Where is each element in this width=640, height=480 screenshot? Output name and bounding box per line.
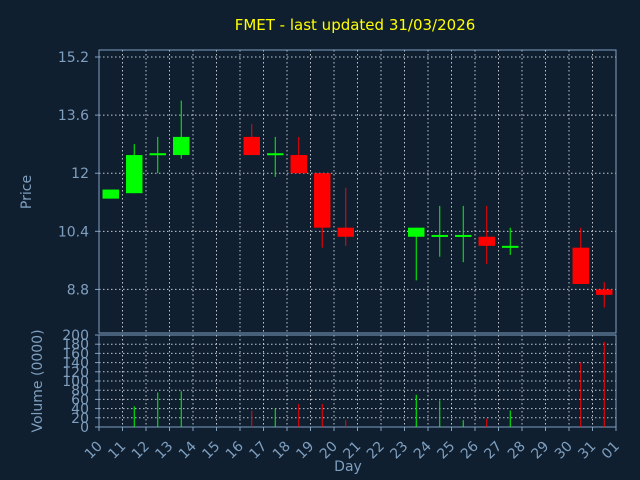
price-axis: 15.2 13.6 12 10.4 8.8 — [58, 50, 99, 298]
x-tick-label: 15 — [199, 439, 223, 463]
volume-gridlines — [99, 335, 616, 427]
candle — [126, 144, 143, 194]
chart-title: FMET - last updated 31/03/2026 — [235, 16, 476, 34]
volume-tick-label: 0 — [80, 420, 89, 436]
price-tick-label: 10.4 — [58, 224, 89, 240]
volume-tick-label: 60 — [71, 392, 89, 408]
volume-tick-label: 200 — [62, 328, 89, 344]
volume-tick-label: 120 — [62, 365, 89, 381]
candle — [243, 124, 260, 156]
price-tick-label: 12 — [71, 166, 89, 182]
candle-body — [478, 236, 495, 246]
candle — [572, 227, 589, 284]
x-axis: 10 11 12 13 14 15 16 17 18 19 20 21 22 23 24 25 26 27 28 29… — [82, 427, 623, 462]
candle-body — [149, 153, 166, 156]
volume-tick-label: 160 — [62, 346, 89, 362]
candle — [267, 136, 284, 177]
candle-body — [126, 155, 143, 194]
candle-body — [314, 173, 331, 228]
candle — [337, 187, 354, 246]
x-tick-label: 18 — [270, 439, 294, 463]
candle-body — [337, 227, 354, 237]
volume-tick-label: 20 — [71, 411, 89, 427]
candle-body — [455, 234, 472, 237]
candle — [408, 227, 425, 281]
candle-body — [572, 247, 589, 284]
x-tick-label: 19 — [293, 439, 317, 463]
x-tick-label: 24 — [411, 438, 435, 462]
x-tick-label: 14 — [176, 438, 200, 462]
x-tick-label: 29 — [528, 439, 552, 463]
candle — [149, 136, 166, 174]
volume-tick-label: 80 — [71, 383, 89, 399]
price-tick-label: 8.8 — [67, 282, 89, 298]
x-axis-label: Day — [334, 459, 362, 475]
price-axis-label: Price — [19, 175, 35, 209]
candle-body — [102, 189, 119, 199]
x-tick-label: 31 — [575, 439, 599, 463]
x-tick-label: 16 — [223, 438, 247, 462]
candle — [173, 100, 190, 159]
candle-body — [173, 136, 190, 156]
candle — [290, 136, 307, 174]
candle-body — [290, 155, 307, 174]
candle — [596, 282, 613, 308]
volume-axis-label: Volume (0000) — [30, 329, 46, 432]
candles — [102, 100, 613, 308]
x-tick-label: 10 — [82, 439, 106, 463]
candle-body — [408, 227, 425, 237]
candle-body — [502, 245, 519, 248]
x-tick-label: 23 — [387, 439, 411, 463]
volume-tick-label: 40 — [71, 402, 89, 418]
x-tick-label: 27 — [481, 439, 505, 463]
price-panel-frame — [98, 49, 617, 334]
candle-body — [431, 234, 448, 237]
volume-tick-label: 100 — [62, 374, 89, 390]
x-tick-label: 12 — [129, 439, 153, 463]
volume-bars — [133, 341, 605, 427]
x-tick-label: 28 — [505, 439, 529, 463]
volume-panel-frame — [98, 334, 617, 428]
x-tick-label: 11 — [105, 439, 129, 463]
candle — [314, 173, 331, 248]
x-tick-label: 25 — [434, 439, 458, 463]
candle — [431, 205, 448, 257]
price-gridlines — [99, 50, 616, 333]
candle-body — [267, 153, 284, 156]
x-tick-label: 13 — [152, 439, 176, 463]
candle-body — [596, 289, 613, 295]
candle — [455, 205, 472, 263]
candle — [102, 189, 119, 199]
candle-body — [243, 136, 260, 156]
volume-tick-label: 140 — [62, 356, 89, 372]
x-tick-label: 30 — [552, 439, 576, 463]
x-tick-label: 01 — [599, 439, 623, 463]
price-tick-label: 13.6 — [58, 108, 89, 124]
candle — [478, 205, 495, 264]
price-tick-label: 15.2 — [58, 50, 89, 66]
x-tick-label: 22 — [364, 439, 388, 463]
x-tick-label: 26 — [458, 438, 482, 462]
x-tick-label: 17 — [246, 439, 270, 463]
candle — [502, 227, 519, 255]
volume-tick-label: 180 — [62, 337, 89, 353]
